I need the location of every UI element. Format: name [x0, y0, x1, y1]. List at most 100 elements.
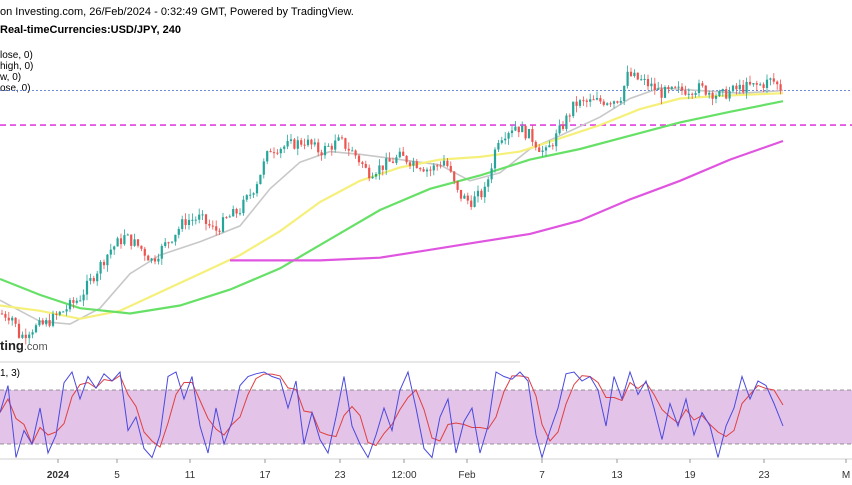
candle-bull — [425, 169, 429, 172]
candle-bull — [89, 278, 92, 281]
candle-bear — [755, 83, 758, 85]
candle-bull — [765, 79, 769, 88]
candle-bull — [500, 140, 503, 143]
candle-bear — [4, 314, 7, 318]
candle-bull — [279, 148, 282, 154]
candle-bear — [102, 261, 106, 266]
candle-bull — [232, 209, 235, 217]
candle-bear — [140, 245, 143, 249]
candle-bear — [419, 168, 422, 170]
candle-bull — [283, 146, 286, 149]
candle-bear — [691, 93, 694, 95]
candle-bull — [221, 217, 225, 232]
candle-bear — [72, 300, 75, 303]
candle-bull — [578, 100, 582, 106]
candle-bear — [480, 190, 483, 198]
ma-fast-line — [0, 87, 784, 325]
candle-bull — [164, 242, 167, 246]
legend-entry-1: lose, 0) — [0, 50, 33, 61]
chart-source-line: on Investing.com, 26/Feb/2024 - 0:32:49 … — [0, 6, 354, 18]
candle-bull — [769, 78, 772, 80]
candle-bear — [408, 162, 412, 166]
candle-bull — [589, 99, 592, 102]
candle-bull — [721, 89, 724, 92]
candle-bear — [0, 313, 4, 315]
x-tick-label: M — [842, 470, 850, 481]
candle-bear — [340, 137, 344, 139]
candle-bull — [514, 126, 517, 131]
candle-bear — [402, 151, 405, 156]
candle-bear — [429, 169, 432, 171]
candle-bull — [327, 145, 330, 147]
candle-bull — [473, 196, 476, 207]
candle-bull — [463, 195, 466, 199]
candle-bull — [731, 85, 735, 92]
candle-bear — [310, 139, 313, 145]
chart-symbol-title: Real-timeCurrencies:USD/JPY, 240 — [0, 24, 181, 36]
candle-bear — [534, 141, 537, 148]
stochastic-label: 1, 3) — [0, 368, 21, 379]
candle-bear — [636, 72, 639, 80]
candle-bull — [65, 309, 68, 312]
candle-bear — [735, 85, 738, 90]
candle-bull — [374, 174, 378, 177]
candle-bear — [561, 125, 565, 129]
candle-bull — [490, 168, 493, 180]
candle-bear — [215, 226, 218, 231]
candle-bear — [748, 81, 752, 85]
ma-ma200-line — [230, 139, 784, 262]
candle-bull — [432, 165, 435, 171]
candle-bear — [680, 86, 684, 91]
candle-bull — [126, 234, 129, 236]
candle-bull — [194, 219, 197, 221]
candle-bull — [255, 184, 259, 194]
candle-bull — [157, 258, 160, 262]
candle-bull — [697, 83, 701, 94]
x-tick-label: Feb — [458, 470, 476, 481]
candle-bear — [667, 87, 670, 89]
watermark-brand: ting — [0, 338, 24, 353]
candle-bull — [412, 161, 415, 166]
candle-bull — [385, 158, 388, 170]
candle-bear — [616, 101, 619, 103]
x-tick-label: 11 — [185, 470, 196, 481]
candle-bull — [28, 334, 31, 339]
candle-bull — [31, 332, 34, 335]
candle-bull — [160, 245, 163, 259]
candle-bear — [422, 169, 425, 172]
x-tick-label: 13 — [611, 470, 623, 481]
candle-bull — [228, 216, 231, 218]
candle-bear — [344, 138, 347, 149]
candle-bull — [395, 157, 398, 163]
candle-bull — [487, 179, 490, 187]
candle-bull — [198, 214, 201, 220]
candle-bull — [548, 145, 551, 148]
x-tick-label: 19 — [684, 470, 696, 481]
candle-bear — [204, 214, 208, 224]
candle-bear — [453, 171, 456, 182]
candle-bear — [531, 129, 534, 142]
x-tick-label: 23 — [758, 470, 770, 481]
candle-bull — [398, 151, 401, 158]
candle-bull — [286, 140, 289, 147]
candle-bear — [446, 160, 449, 166]
candle-bear — [41, 320, 44, 325]
candle-bear — [660, 88, 663, 98]
candle-bull — [306, 139, 310, 146]
candle-bear — [439, 165, 442, 167]
candle-bear — [24, 334, 27, 339]
legend-entry-3: w, 0) — [0, 72, 22, 83]
candle-bear — [592, 99, 595, 101]
candle-bear — [364, 164, 367, 168]
candle-bear — [147, 255, 150, 261]
candle-bear — [7, 317, 10, 321]
candle-bull — [75, 300, 78, 303]
candle-bull — [259, 174, 262, 185]
candle-bull — [507, 133, 510, 139]
candle-bear — [436, 165, 439, 167]
candle-bear — [599, 98, 602, 102]
investing-watermark: ting.com — [0, 338, 48, 353]
legend-entry-2: high, 0) — [0, 61, 34, 72]
candle-bull — [595, 98, 599, 100]
